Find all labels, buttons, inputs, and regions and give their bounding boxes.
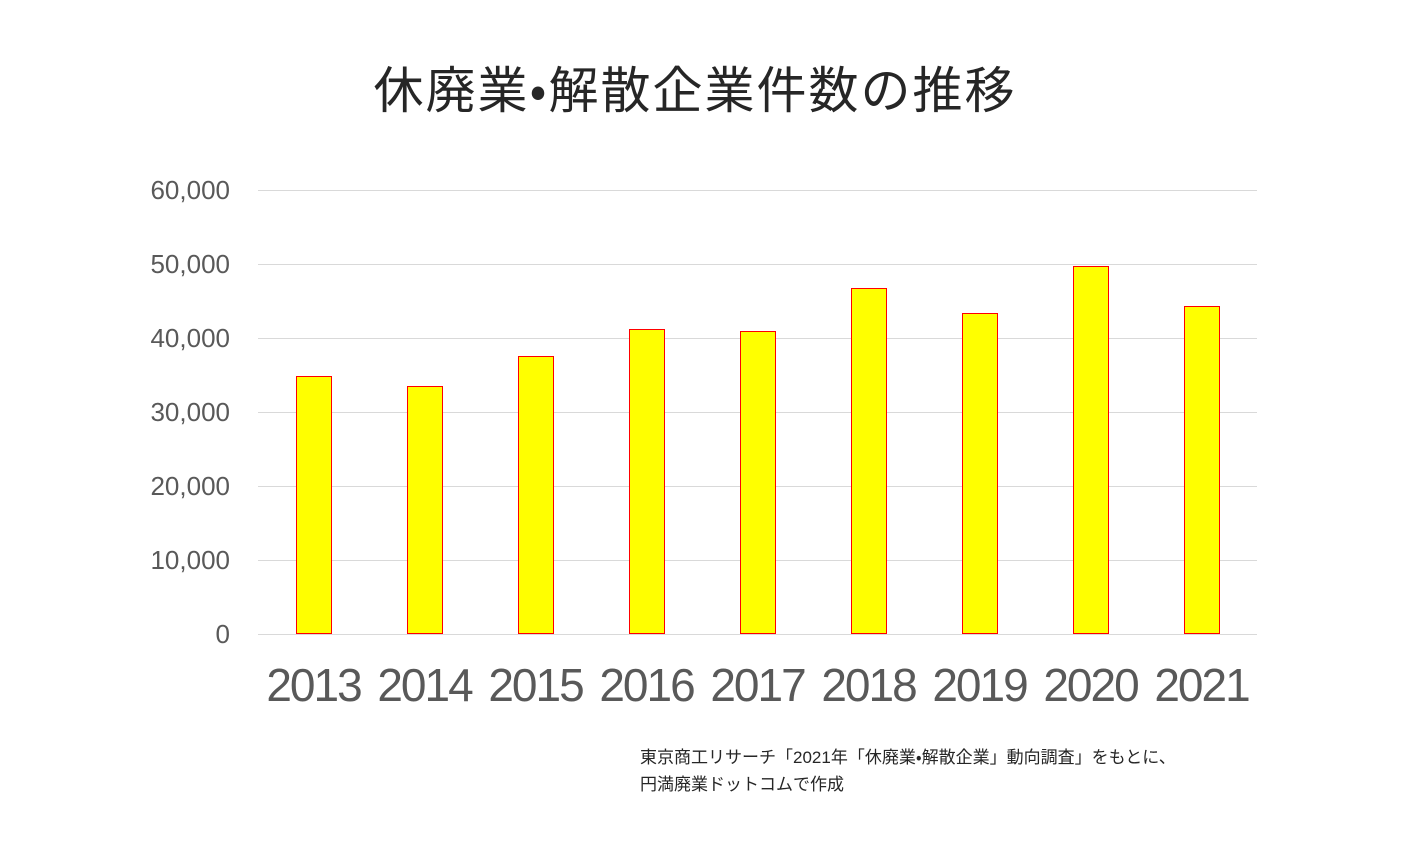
y-axis-tick-label: 40,000	[150, 323, 230, 353]
x-axis-tick-label-2014: 2014	[377, 659, 473, 711]
x-axis-tick-label-2018: 2018	[821, 659, 917, 711]
x-axis-tick-label-2016: 2016	[599, 659, 695, 711]
y-axis-tick-label: 60,000	[150, 175, 230, 205]
bar-2021	[1183, 305, 1220, 634]
y-axis-tick-label: 0	[215, 619, 230, 649]
chart-title: 休廃業・解散企業件数の推移	[373, 63, 1017, 119]
x-axis-tick-label-2019: 2019	[932, 659, 1028, 711]
x-axis-tick-label-2017: 2017	[710, 659, 806, 711]
x-axis-tick-label-2021: 2021	[1154, 659, 1250, 711]
bar-2020	[1072, 266, 1109, 634]
bar-2019	[961, 313, 998, 634]
y-axis-tick-label: 20,000	[150, 471, 230, 501]
gridline-0	[258, 634, 1257, 635]
gridline-50,000	[258, 264, 1257, 265]
bar-2013	[295, 376, 332, 634]
source-note: 東京商工リサーチ「2021年「休廃業・解散企業」動向調査」をもとに、 円満廃業ド…	[640, 744, 1176, 798]
y-axis-tick-label: 30,000	[150, 397, 230, 427]
bar-2015	[517, 356, 554, 634]
y-axis-tick-label: 50,000	[150, 249, 230, 279]
bar-2017	[739, 331, 776, 634]
bar-2018	[850, 288, 887, 634]
bar-2014	[406, 386, 443, 634]
bar-2016	[628, 329, 665, 634]
gridline-60,000	[258, 190, 1257, 191]
x-axis-tick-label-2015: 2015	[488, 659, 584, 711]
x-axis-tick-label-2013: 2013	[266, 659, 362, 711]
source-note-line2: 円満廃業ドットコムで作成	[640, 775, 844, 794]
x-axis-tick-label-2020: 2020	[1043, 659, 1139, 711]
source-note-line1: 東京商工リサーチ「2021年「休廃業・解散企業」動向調査」をもとに、	[640, 748, 1176, 767]
y-axis-tick-label: 10,000	[150, 545, 230, 575]
